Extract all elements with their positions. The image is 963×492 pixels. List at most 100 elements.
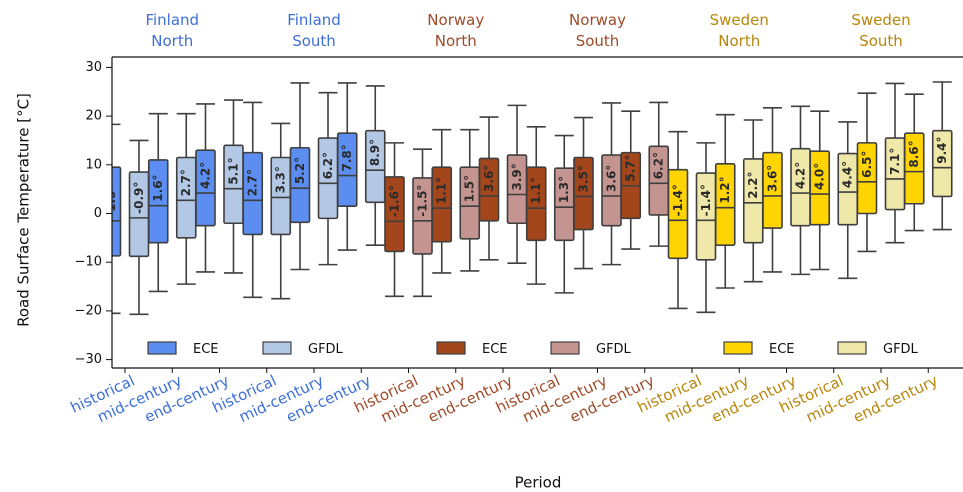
median-label: 1.6° — [151, 174, 165, 201]
iqr-box — [809, 150, 831, 226]
legend-swatch — [147, 341, 177, 355]
region-title-line1: Finland — [287, 11, 341, 29]
box-ece: 5.7° — [620, 110, 642, 250]
median-label: 1.5° — [463, 175, 477, 202]
region-titles: Finland North Finland South Norway North Norwa… — [145, 11, 910, 50]
legend-label: GFDL — [596, 342, 632, 357]
legend-label: ECE — [769, 342, 795, 357]
region-title-line2: South — [576, 32, 620, 50]
median-label: 1.1° — [435, 177, 449, 204]
y-tick-label: −20 — [75, 303, 102, 318]
box-ece: 8.6° — [903, 93, 925, 232]
region-title-line2: North — [435, 32, 477, 50]
box-gfdl: 1.3° — [553, 134, 575, 294]
median-label: 7.8° — [340, 144, 354, 171]
median-label: 6.2° — [321, 152, 335, 179]
legend-swatch — [262, 341, 292, 355]
box-gfdl: 3.6° — [601, 102, 622, 266]
box-gfdl: 8.9° — [364, 85, 386, 246]
iqr-box — [903, 132, 925, 205]
box-gfdl: -1.5° — [412, 148, 433, 298]
median-label: 3.6° — [482, 165, 496, 192]
box-ece: -1.4° — [667, 130, 689, 310]
iqr-box — [714, 163, 736, 246]
box-gfdl: 3.9° — [506, 104, 528, 264]
y-tick-label: 10 — [85, 157, 102, 172]
region-title-line1: Sweden — [710, 11, 769, 29]
box-ece: 2.7° — [242, 101, 264, 299]
box-gfdl: 7.1° — [884, 82, 906, 244]
region-title-line2: South — [292, 32, 336, 50]
box-ece: 5.2° — [289, 82, 311, 271]
median-label: 2.7° — [246, 169, 260, 196]
box-gfdl: 2.2° — [742, 119, 764, 283]
iqr-box — [364, 129, 386, 204]
legend-label: ECE — [193, 342, 219, 357]
median-label: 3.9° — [510, 163, 524, 190]
median-label: -1.5° — [104, 185, 118, 217]
box-gfdl: 5.1° — [223, 99, 244, 274]
median-label: 3.3° — [274, 166, 288, 193]
iqr-box — [525, 166, 547, 242]
median-label: 7.1° — [888, 148, 902, 175]
legend-swatch — [436, 341, 466, 355]
region-title-line2: North — [151, 32, 193, 50]
median-label: 2.2° — [746, 172, 760, 199]
box-gfdl: -1.4° — [695, 142, 717, 314]
box-ece: 1.1° — [525, 126, 547, 285]
region-title-line2: South — [859, 32, 903, 50]
median-label: 5.1° — [227, 157, 241, 184]
median-label: -1.4° — [671, 184, 685, 216]
legend-label: ECE — [482, 342, 508, 357]
box-ece: 3.6° — [478, 116, 500, 261]
iqr-box — [147, 159, 169, 244]
region-title-line1: Finland — [145, 11, 199, 29]
region-title-line1: Sweden — [851, 11, 910, 29]
median-label: 4.4° — [841, 161, 855, 188]
legend-swatch — [550, 341, 580, 355]
median-label: 6.2° — [652, 152, 666, 179]
iqr-box — [112, 166, 122, 257]
iqr-box — [289, 146, 311, 224]
median-label: 8.6° — [907, 140, 921, 167]
median-label: 1.1° — [529, 177, 543, 204]
box-ece: 7.8° — [336, 82, 358, 251]
median-label: 9.4° — [935, 136, 949, 163]
median-label: 4.2° — [794, 162, 808, 189]
iqr-box — [573, 156, 594, 231]
box-gfdl: 2.7° — [175, 112, 197, 285]
box-gfdl: 9.4° — [931, 81, 953, 231]
box-gfdl: 6.2° — [648, 101, 670, 247]
iqr-box — [242, 151, 264, 236]
median-label: 4.0° — [813, 163, 827, 190]
iqr-box — [336, 132, 358, 207]
median-label: -0.9° — [132, 182, 146, 214]
box-gfdl: 4.2° — [790, 105, 811, 276]
iqr-box — [195, 149, 216, 227]
box-gfdl: 1.5° — [459, 128, 481, 272]
box-ece: -1.5° — [104, 123, 122, 315]
median-label: 1.3° — [557, 176, 571, 203]
x-axis-label: Period — [515, 474, 562, 492]
region-title-line1: Norway — [427, 11, 484, 29]
legend: ECE GFDL ECE GFDL ECE GFDL — [147, 341, 919, 357]
iqr-box — [478, 157, 500, 222]
region-title-line2: North — [718, 32, 760, 50]
plot-area: -1.5° -0.9° 1.6° 2.7° 4.2° 5.1° 2.7° 3.3° 5.2° 6.… — [104, 81, 953, 316]
median-label: 8.9° — [368, 139, 382, 166]
iqr-box — [667, 168, 689, 260]
y-tick-label: −10 — [75, 255, 102, 270]
iqr-box — [384, 176, 405, 253]
box-ece: 3.6° — [762, 107, 783, 273]
y-axis-label: Road Surface Temperature [°C] — [15, 93, 33, 327]
box-ece: 4.2° — [195, 103, 216, 273]
box-ece: 1.6° — [147, 112, 169, 293]
median-label: -1.5° — [416, 185, 430, 217]
legend-swatch — [723, 341, 753, 355]
box-ece: 6.5° — [856, 92, 878, 253]
median-label: 4.2° — [199, 162, 213, 189]
legend-swatch — [837, 341, 867, 355]
y-tick-label: 0 — [94, 206, 102, 221]
median-label: 2.7° — [179, 169, 193, 196]
